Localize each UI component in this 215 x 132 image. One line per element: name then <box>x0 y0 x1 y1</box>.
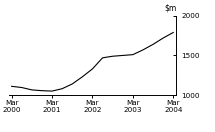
Text: $m: $m <box>164 4 176 13</box>
